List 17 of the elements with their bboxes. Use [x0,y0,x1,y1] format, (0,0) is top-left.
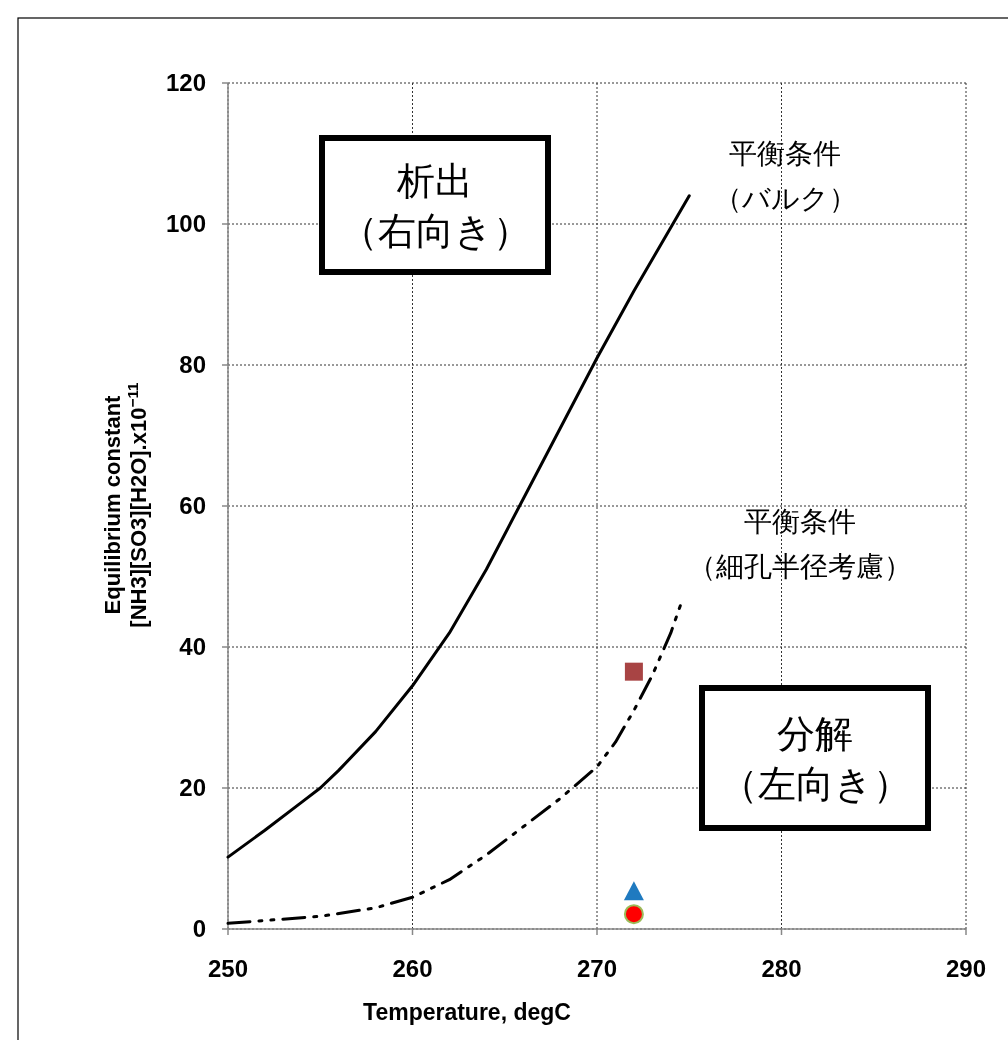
x-tick-label: 250 [207,955,249,982]
x-tick-label: 260 [392,955,433,982]
x-tick-label: 290 [945,955,987,982]
y-tick-label: 20 [179,774,206,801]
annotation: 析出（右向き） [339,160,531,252]
y-tick-label: 80 [179,351,206,378]
series-label: 平衡条件（バルク） [713,137,857,214]
x-tick-label: 270 [576,955,618,982]
y-tick-label: 40 [179,633,206,660]
y-tick-label: 120 [165,69,206,96]
y-tick-label: 100 [165,210,206,237]
x-tick-label: 280 [761,955,802,982]
y-tick-label: 0 [192,915,206,942]
annotation: 分解（左向き） [719,713,911,805]
x-axis-title: Temperature, degC [363,999,571,1025]
series-label: 平衡条件（細孔半径考慮） [687,506,912,583]
y-tick-label: 60 [179,492,206,519]
